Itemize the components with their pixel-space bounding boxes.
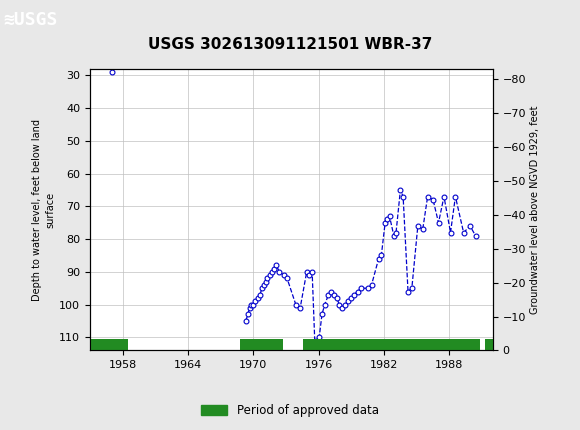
Text: ≋USGS: ≋USGS — [3, 12, 57, 29]
Bar — [240, 339, 282, 350]
Text: USGS 302613091121501 WBR-37: USGS 302613091121501 WBR-37 — [148, 37, 432, 52]
Y-axis label: Depth to water level, feet below land
surface: Depth to water level, feet below land su… — [32, 119, 55, 301]
Bar — [303, 339, 480, 350]
Y-axis label: Groundwater level above NGVD 1929, feet: Groundwater level above NGVD 1929, feet — [530, 105, 541, 314]
Legend: Period of approved data: Period of approved data — [197, 399, 383, 422]
Bar — [485, 339, 493, 350]
Bar — [90, 339, 128, 350]
